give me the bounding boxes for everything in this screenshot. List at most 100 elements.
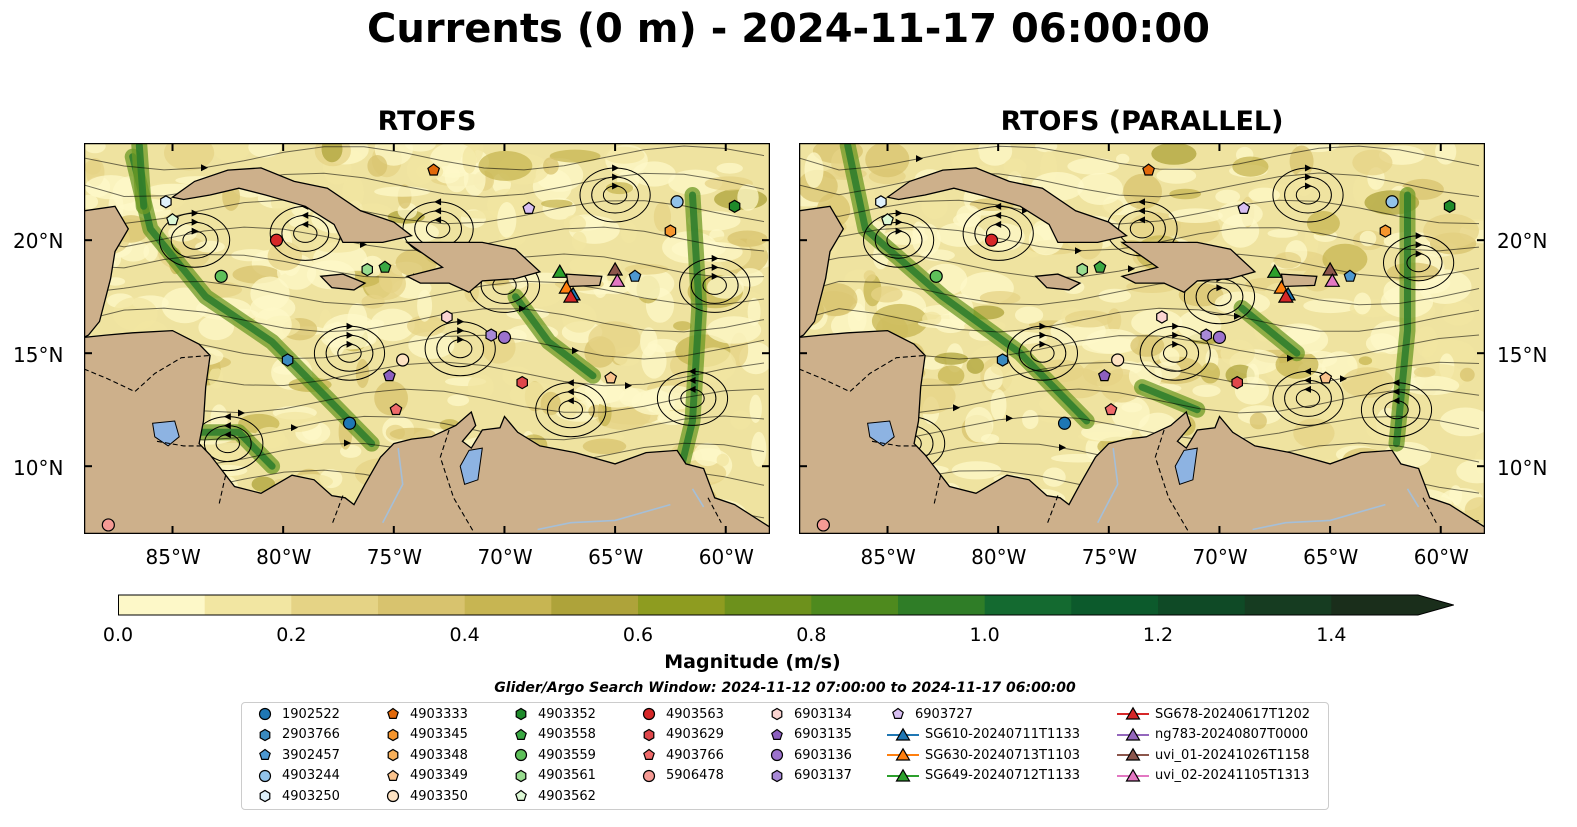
lake-nicaragua [867,420,895,447]
marker-4903563[interactable] [269,233,284,247]
legend-marker[interactable] [892,707,904,719]
legend-symbol-4903562 [515,790,527,802]
marker-4903350[interactable] [1111,353,1125,367]
marker-2903766[interactable] [996,353,1009,367]
legend-marker[interactable] [771,728,783,740]
legend-marker[interactable] [515,707,527,721]
legend-marker[interactable] [642,769,656,782]
legend-marker[interactable] [770,749,784,762]
legend-marker[interactable] [1125,727,1141,741]
marker-3902457[interactable] [628,269,642,282]
marker-SG678-20240617T1202[interactable] [1277,288,1294,303]
marker-6903135[interactable] [382,369,396,382]
marker-SG630-20240713T1103[interactable] [558,279,575,294]
marker-SG649-20240712T1133[interactable] [551,263,568,278]
marker-4903561[interactable] [361,262,373,277]
marker-uvi_01-20241026T1158[interactable] [607,261,624,276]
marker-uvi_01-20241026T1158[interactable] [1322,261,1339,276]
marker-6903136[interactable] [497,330,512,344]
marker-4903349[interactable] [604,371,618,384]
legend-marker[interactable] [258,769,272,782]
marker-SG649-20240712T1133[interactable] [1266,263,1283,278]
marker-5906478[interactable] [816,518,830,532]
marker-4903349[interactable] [1319,371,1333,384]
legend-marker[interactable] [258,707,272,721]
marker-6903727[interactable] [522,201,536,215]
marker-6903134[interactable] [441,310,453,324]
marker-4903563[interactable] [984,233,999,247]
legend-marker[interactable] [387,707,399,719]
marker-4903629[interactable] [516,375,528,390]
marker-SG630-20240713T1103[interactable] [1273,279,1290,294]
marker-2903766[interactable] [281,353,294,367]
marker-4903559[interactable] [214,269,228,283]
marker-6903137[interactable] [485,328,497,342]
lon-label-right-5: 60°W [1413,545,1469,569]
marker-4903244[interactable] [670,195,684,209]
marker-4903559[interactable] [929,269,943,283]
legend-marker[interactable] [771,707,783,721]
legend-marker[interactable] [387,728,399,741]
marker-4903766[interactable] [1104,402,1118,416]
legend-marker[interactable] [895,747,911,761]
legend-marker[interactable] [387,748,399,762]
marker-4903352[interactable] [728,199,741,213]
marker-4903562[interactable] [881,213,894,226]
marker-uvi_02-20241105T1313[interactable] [609,273,626,287]
legend-marker[interactable] [259,748,271,761]
marker-SG678-20240617T1202[interactable] [562,288,579,303]
marker-4903333[interactable] [1142,163,1156,176]
colorbar-bin-14 [1331,595,1419,615]
legend-marker[interactable] [515,769,527,782]
legend-marker[interactable] [643,728,655,741]
legend-marker[interactable] [1125,768,1141,782]
marker-4903352[interactable] [1443,199,1456,213]
legend-marker[interactable] [642,707,656,721]
marker-4903558[interactable] [378,260,392,273]
legend-marker[interactable] [515,790,527,802]
marker-6903136[interactable] [1212,330,1227,344]
marker-4903333[interactable] [427,163,441,176]
legend-marker[interactable] [643,748,655,761]
marker-4903350[interactable] [396,353,410,367]
marker-4903629[interactable] [1231,375,1243,390]
legend-marker[interactable] [259,790,271,803]
legend-item-uvi_01-20241026T1158: uvi_01-20241026T1158 [1117,745,1309,765]
legend-marker[interactable] [386,790,400,803]
marker-4903562[interactable] [166,213,179,226]
marker-uvi_02-20241105T1313[interactable] [1324,273,1341,287]
colorbar-bin-1 [204,595,292,615]
marker-1902522[interactable] [342,416,357,430]
legend-marker[interactable] [1125,747,1141,761]
legend-marker[interactable] [514,749,528,762]
legend-marker[interactable] [387,769,399,781]
marker-6903137[interactable] [1200,328,1212,342]
legend-marker[interactable] [259,728,271,741]
legend-marker[interactable] [895,727,911,741]
marker-4903766[interactable] [389,402,403,416]
axis-ticks [84,143,770,534]
legend-marker[interactable] [895,768,911,782]
marker-6903134[interactable] [1156,310,1168,324]
landmass-hisp [1120,241,1257,293]
marker-6903727[interactable] [1237,201,1251,215]
legend-marker[interactable] [771,769,783,782]
marker-4903558[interactable] [1093,260,1107,273]
marker-1902522[interactable] [1057,416,1072,430]
legend-marker[interactable] [515,728,527,740]
marker-4903345[interactable] [664,224,677,238]
colorbar-bin-8 [811,595,899,615]
marker-6903135[interactable] [1097,369,1111,382]
marker-5906478[interactable] [101,518,115,532]
legend-marker[interactable] [1125,706,1141,720]
marker-4903561[interactable] [1076,262,1088,277]
legend-item-ng783-20240807T0000: ng783-20240807T0000 [1117,725,1308,745]
marker-4903250[interactable] [875,195,887,209]
marker-4903250[interactable] [160,195,172,209]
marker-4903345[interactable] [1379,224,1392,238]
marker-4903244[interactable] [1385,195,1399,209]
map-panel-rtofs[interactable] [84,143,770,534]
map-panel-rtofs-parallel[interactable] [799,143,1485,534]
marker-3902457[interactable] [1343,269,1357,282]
border-2 [933,475,942,505]
